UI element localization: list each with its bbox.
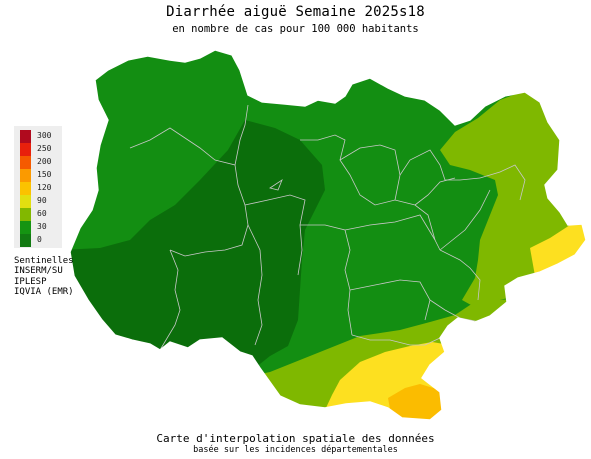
legend-swatch [20, 156, 31, 169]
legend-swatch [20, 130, 31, 143]
source-line: INSERM/SU [14, 266, 63, 277]
legend-label: 30 [37, 222, 47, 231]
legend-item: 90 [19, 195, 59, 208]
map-subtitle: en nombre de cas pour 100 000 habitants [172, 23, 419, 35]
legend-label: 250 [37, 144, 52, 153]
legend-label: 120 [37, 183, 52, 192]
legend-item: 60 [19, 208, 59, 221]
legend-swatch [20, 234, 31, 247]
legend-item: 0 [19, 234, 59, 247]
legend-label: 300 [37, 131, 52, 140]
source-line: IQVIA (EMR) [14, 286, 74, 297]
legend-item: 250 [19, 143, 59, 156]
legend-item: 200 [19, 156, 59, 169]
source-line: IPLESP [14, 276, 47, 287]
footer-note: basée sur les incidences départementales [193, 445, 398, 455]
legend-item: 120 [19, 182, 59, 195]
department-borders [129, 104, 526, 351]
legend-label: 90 [37, 196, 47, 205]
legend-label: 60 [37, 209, 47, 218]
legend-swatch [20, 182, 31, 195]
legend-swatch [20, 143, 31, 156]
legend-label: 0 [37, 235, 42, 244]
legend-swatch [20, 169, 31, 182]
legend-swatch [20, 208, 31, 221]
legend-item: 300 [19, 130, 59, 143]
map-title: Diarrhée aiguë Semaine 2025s18 [166, 4, 425, 20]
map-zone-orange [388, 384, 450, 420]
data-sources: Sentinelles INSERM/SU IPLESP IQVIA (EMR) [14, 256, 74, 297]
source-line: Sentinelles [14, 256, 74, 266]
legend: 300 250 200 150 120 90 60 30 0 [14, 126, 62, 248]
legend-swatch [20, 195, 31, 208]
legend-label: 150 [37, 170, 52, 179]
legend-item: 30 [19, 221, 59, 234]
legend-swatch [20, 221, 31, 234]
legend-item: 150 [19, 169, 59, 182]
footer-caption: Carte d'interpolation spatiale des donné… [156, 432, 435, 445]
legend-label: 200 [37, 157, 52, 166]
